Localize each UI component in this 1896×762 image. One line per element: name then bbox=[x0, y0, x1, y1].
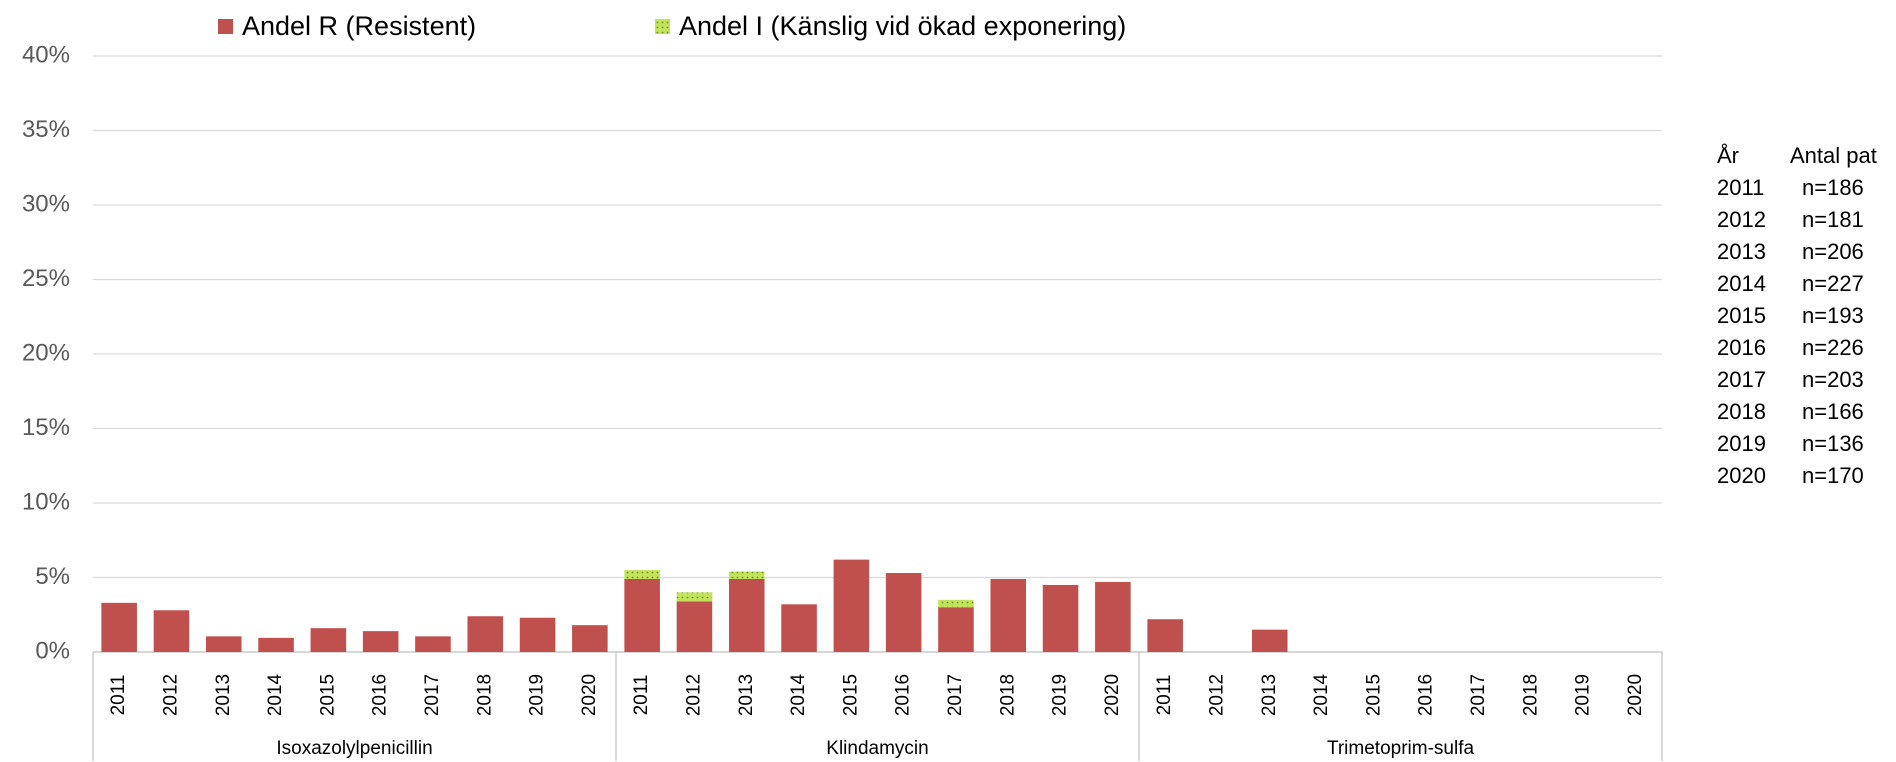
x-tick-label: 2017 bbox=[422, 674, 443, 716]
x-tick-label: 2018 bbox=[997, 674, 1018, 716]
x-tick-label: 2016 bbox=[370, 674, 391, 716]
bar bbox=[101, 602, 137, 652]
bar bbox=[310, 628, 347, 652]
bar bbox=[1095, 581, 1131, 652]
legend-label: Andel I (Känslig vid ökad exponering) bbox=[679, 11, 1126, 41]
x-tick-label: 2020 bbox=[579, 674, 600, 716]
y-tick-label: 10% bbox=[22, 488, 70, 515]
y-tick-label: 20% bbox=[22, 339, 70, 366]
y-tick-label: 30% bbox=[22, 190, 70, 217]
table-cell: 2020 bbox=[1717, 463, 1766, 488]
table-cell: n=166 bbox=[1802, 399, 1864, 424]
table-cell: 2018 bbox=[1717, 399, 1766, 424]
table-cell: 2012 bbox=[1717, 207, 1766, 232]
bar bbox=[205, 636, 242, 652]
x-tick-label: 2016 bbox=[1416, 674, 1437, 716]
table-cell: n=206 bbox=[1802, 239, 1864, 264]
y-tick-label: 5% bbox=[35, 563, 70, 590]
table-cell: 2014 bbox=[1717, 271, 1766, 296]
table-cell: n=193 bbox=[1802, 303, 1864, 328]
table-cell: 2019 bbox=[1717, 431, 1766, 456]
bar bbox=[938, 607, 974, 652]
x-tick-label: 2011 bbox=[631, 675, 652, 716]
table-header: Antal pat bbox=[1790, 143, 1877, 168]
legend-swatch bbox=[218, 19, 233, 34]
bar bbox=[624, 570, 660, 579]
table-cell: n=136 bbox=[1802, 431, 1864, 456]
bar bbox=[258, 637, 294, 652]
table-cell: n=203 bbox=[1802, 367, 1864, 392]
x-tick-label: 2012 bbox=[160, 674, 181, 716]
bar bbox=[624, 578, 660, 652]
bar bbox=[572, 625, 608, 652]
table-cell: 2015 bbox=[1717, 303, 1766, 328]
table-cell: 2013 bbox=[1717, 239, 1766, 264]
bar bbox=[728, 571, 765, 579]
bar bbox=[885, 573, 922, 652]
table-cell: 2011 bbox=[1717, 175, 1764, 200]
table-cell: 2017 bbox=[1717, 367, 1766, 392]
x-tick-label: 2017 bbox=[945, 674, 966, 716]
x-tick-label: 2012 bbox=[1206, 674, 1227, 716]
table-cell: 2016 bbox=[1717, 335, 1766, 360]
bar bbox=[153, 610, 190, 652]
x-tick-label: 2013 bbox=[213, 674, 234, 716]
x-tick-label: 2018 bbox=[1520, 674, 1541, 716]
x-tick-label: 2017 bbox=[1468, 674, 1489, 716]
bar bbox=[676, 601, 713, 652]
y-tick-label: 35% bbox=[22, 116, 70, 143]
x-tick-label: 2013 bbox=[1259, 674, 1280, 716]
x-tick-label: 2015 bbox=[840, 674, 861, 716]
bar bbox=[1042, 584, 1079, 652]
bar bbox=[833, 559, 870, 652]
bar bbox=[781, 604, 817, 652]
legend-swatch bbox=[655, 19, 670, 34]
table-cell: n=226 bbox=[1802, 335, 1864, 360]
x-tick-label: 2020 bbox=[1625, 674, 1646, 716]
bar bbox=[467, 616, 504, 652]
bar bbox=[362, 631, 399, 652]
bar bbox=[415, 636, 451, 652]
table-header: År bbox=[1717, 143, 1739, 168]
group-label: Klindamycin bbox=[826, 738, 928, 759]
bar bbox=[728, 578, 765, 652]
bar bbox=[1251, 629, 1288, 652]
y-tick-label: 40% bbox=[22, 41, 70, 68]
bar bbox=[519, 617, 556, 652]
y-tick-label: 15% bbox=[22, 414, 70, 441]
x-tick-label: 2016 bbox=[893, 674, 914, 716]
bar bbox=[990, 578, 1027, 652]
y-tick-label: 0% bbox=[35, 637, 70, 664]
x-tick-label: 2019 bbox=[1050, 674, 1071, 716]
group-label: Isoxazolylpenicillin bbox=[276, 738, 432, 759]
x-tick-label: 2014 bbox=[265, 673, 286, 716]
bar bbox=[1147, 619, 1183, 652]
x-tick-label: 2012 bbox=[683, 674, 704, 716]
x-tick-label: 2011 bbox=[108, 675, 129, 716]
group-label: Trimetoprim-sulfa bbox=[1327, 738, 1475, 759]
y-tick-label: 25% bbox=[22, 265, 70, 292]
x-tick-label: 2018 bbox=[474, 674, 495, 716]
legend-label: Andel R (Resistent) bbox=[242, 11, 476, 41]
x-tick-label: 2015 bbox=[317, 674, 338, 716]
x-tick-label: 2011 bbox=[1154, 675, 1175, 716]
x-tick-label: 2020 bbox=[1102, 674, 1123, 716]
x-tick-label: 2015 bbox=[1363, 674, 1384, 716]
x-tick-label: 2013 bbox=[736, 674, 757, 716]
x-tick-label: 2014 bbox=[1311, 673, 1332, 716]
table-cell: n=181 bbox=[1802, 207, 1864, 232]
x-tick-label: 2019 bbox=[1573, 674, 1594, 716]
bar bbox=[938, 599, 974, 608]
table-cell: n=186 bbox=[1802, 175, 1864, 200]
table-cell: n=227 bbox=[1802, 271, 1864, 296]
x-tick-label: 2019 bbox=[527, 674, 548, 716]
x-tick-label: 2014 bbox=[788, 673, 809, 716]
bar bbox=[676, 592, 713, 602]
table-cell: n=170 bbox=[1802, 463, 1864, 488]
